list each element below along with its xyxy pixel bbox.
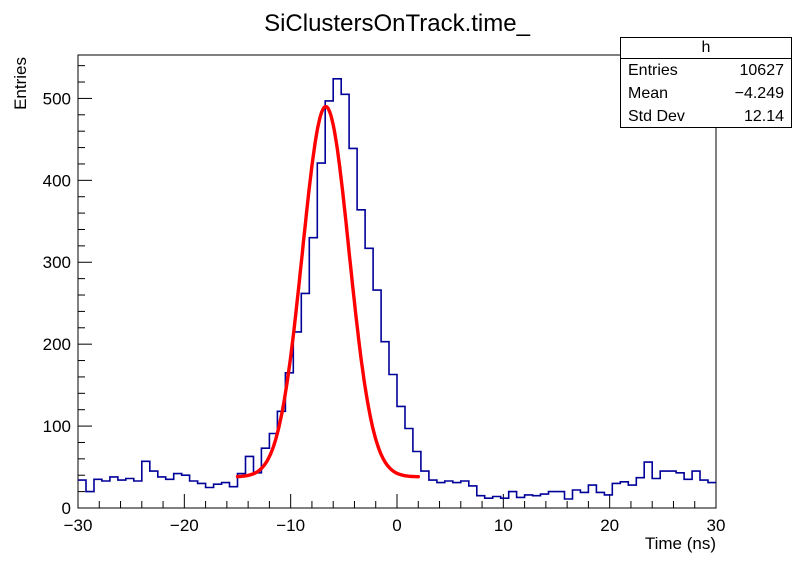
stats-label-stddev: Std Dev (628, 108, 685, 125)
x-tick-label: −30 (64, 516, 93, 535)
stats-label-entries: Entries (628, 62, 678, 79)
y-tick-label: 200 (43, 335, 71, 354)
x-tick-label: −10 (276, 516, 305, 535)
x-tick-label: −20 (170, 516, 199, 535)
stats-value-stddev: 12.14 (743, 108, 784, 125)
y-axis-tick-labels: 0 100 200 300 400 500 (43, 89, 71, 518)
y-tick-label: 100 (43, 417, 71, 436)
y-axis-ticks (78, 65, 92, 509)
x-axis-title: Time (ns) (645, 534, 716, 553)
stats-row-mean: Mean −4.249 (621, 82, 791, 105)
plot-title: SiClustersOnTrack.time_ (264, 10, 530, 37)
stats-box: h Entries 10627 Mean −4.249 Std Dev 12.1… (620, 37, 792, 128)
stats-row-stddev: Std Dev 12.14 (621, 105, 791, 128)
x-axis-ticks (77, 494, 717, 508)
x-tick-label: 10 (494, 516, 513, 535)
y-tick-label: 300 (43, 253, 71, 272)
histogram-line (78, 78, 716, 500)
y-tick-label: 0 (62, 499, 71, 518)
y-tick-label: 400 (43, 171, 71, 190)
gaussian-fit-curve (235, 104, 420, 479)
x-tick-label: 20 (600, 516, 619, 535)
y-tick-label: 500 (43, 89, 71, 108)
y-axis-title: Entries (11, 57, 30, 110)
stats-row-entries: Entries 10627 (621, 59, 791, 82)
x-tick-label: 30 (707, 516, 726, 535)
x-axis-tick-labels: −30 −20 −10 0 10 20 30 (64, 516, 726, 535)
stats-value-mean: −4.249 (734, 85, 784, 102)
x-tick-label: 0 (392, 516, 401, 535)
stats-label-mean: Mean (628, 85, 669, 102)
stats-value-entries: 10627 (739, 62, 785, 79)
stats-box-title: h (621, 38, 791, 59)
